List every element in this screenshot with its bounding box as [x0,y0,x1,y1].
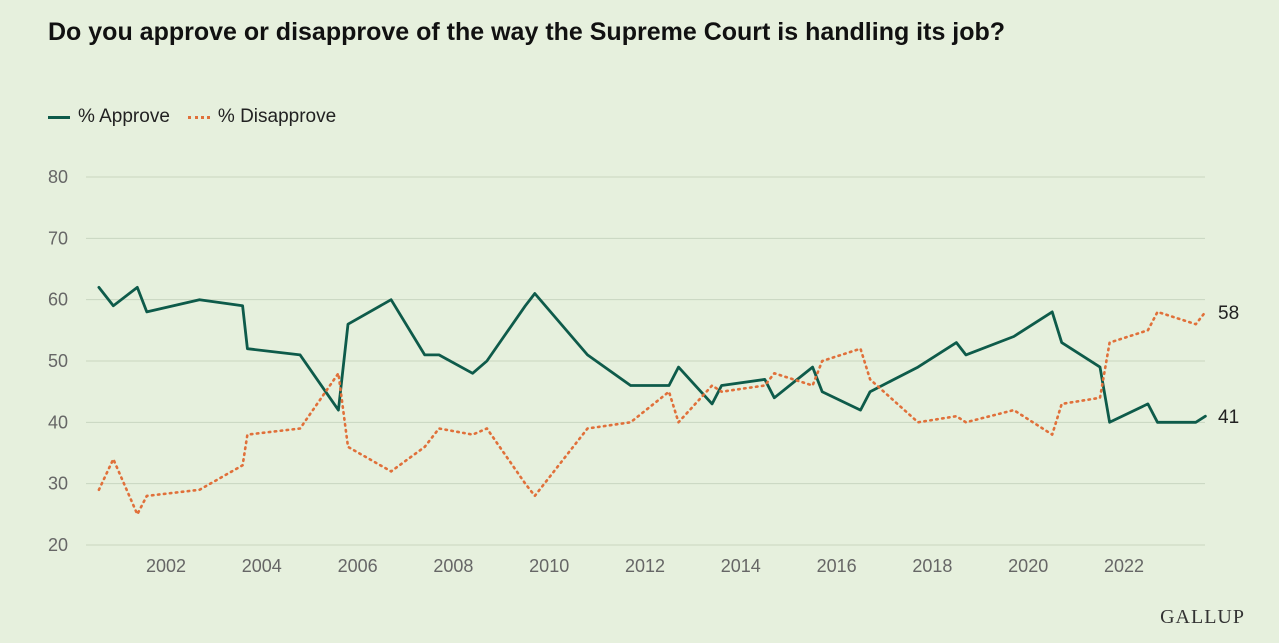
y-tick-label-80: 80 [48,167,68,187]
y-tick-label-20: 20 [48,535,68,555]
x-tick-label-2006: 2006 [338,556,378,576]
y-tick-label-40: 40 [48,412,68,432]
x-tick-label-2008: 2008 [433,556,473,576]
legend-item-disapprove: % Disapprove [187,106,337,128]
x-tick-label-2018: 2018 [912,556,952,576]
y-tick-label-30: 30 [48,474,68,494]
legend-label-disapprove: % Disapprove [217,106,337,127]
y-tick-label-50: 50 [48,351,68,371]
series-line-disapprove [97,310,1207,516]
x-tick-label-2022: 2022 [1104,556,1144,576]
legend-item-approve: % Approve [48,106,170,128]
x-tick-label-2012: 2012 [625,556,665,576]
end-label-disapprove: 58 [1218,303,1239,324]
y-tick-label-70: 70 [48,228,68,248]
chart-legend: % Approve % Disapprove [48,106,354,128]
x-tick-label-2004: 2004 [242,556,282,576]
y-tick-label-60: 60 [48,290,68,310]
legend-swatch-disapprove [187,115,210,119]
end-label-approve: 41 [1218,407,1239,428]
gallup-logo: GALLUP [1160,606,1245,628]
legend-swatch-approve [48,115,70,119]
x-tick-label-2016: 2016 [817,556,857,576]
x-tick-label-2014: 2014 [721,556,761,576]
x-tick-label-2010: 2010 [529,556,569,576]
x-tick-label-2020: 2020 [1008,556,1048,576]
legend-label-approve: % Approve [78,106,170,127]
series-line-approve [97,285,1207,424]
chart-title: Do you approve or disapprove of the way … [48,18,1006,46]
x-tick-label-2002: 2002 [146,556,186,576]
